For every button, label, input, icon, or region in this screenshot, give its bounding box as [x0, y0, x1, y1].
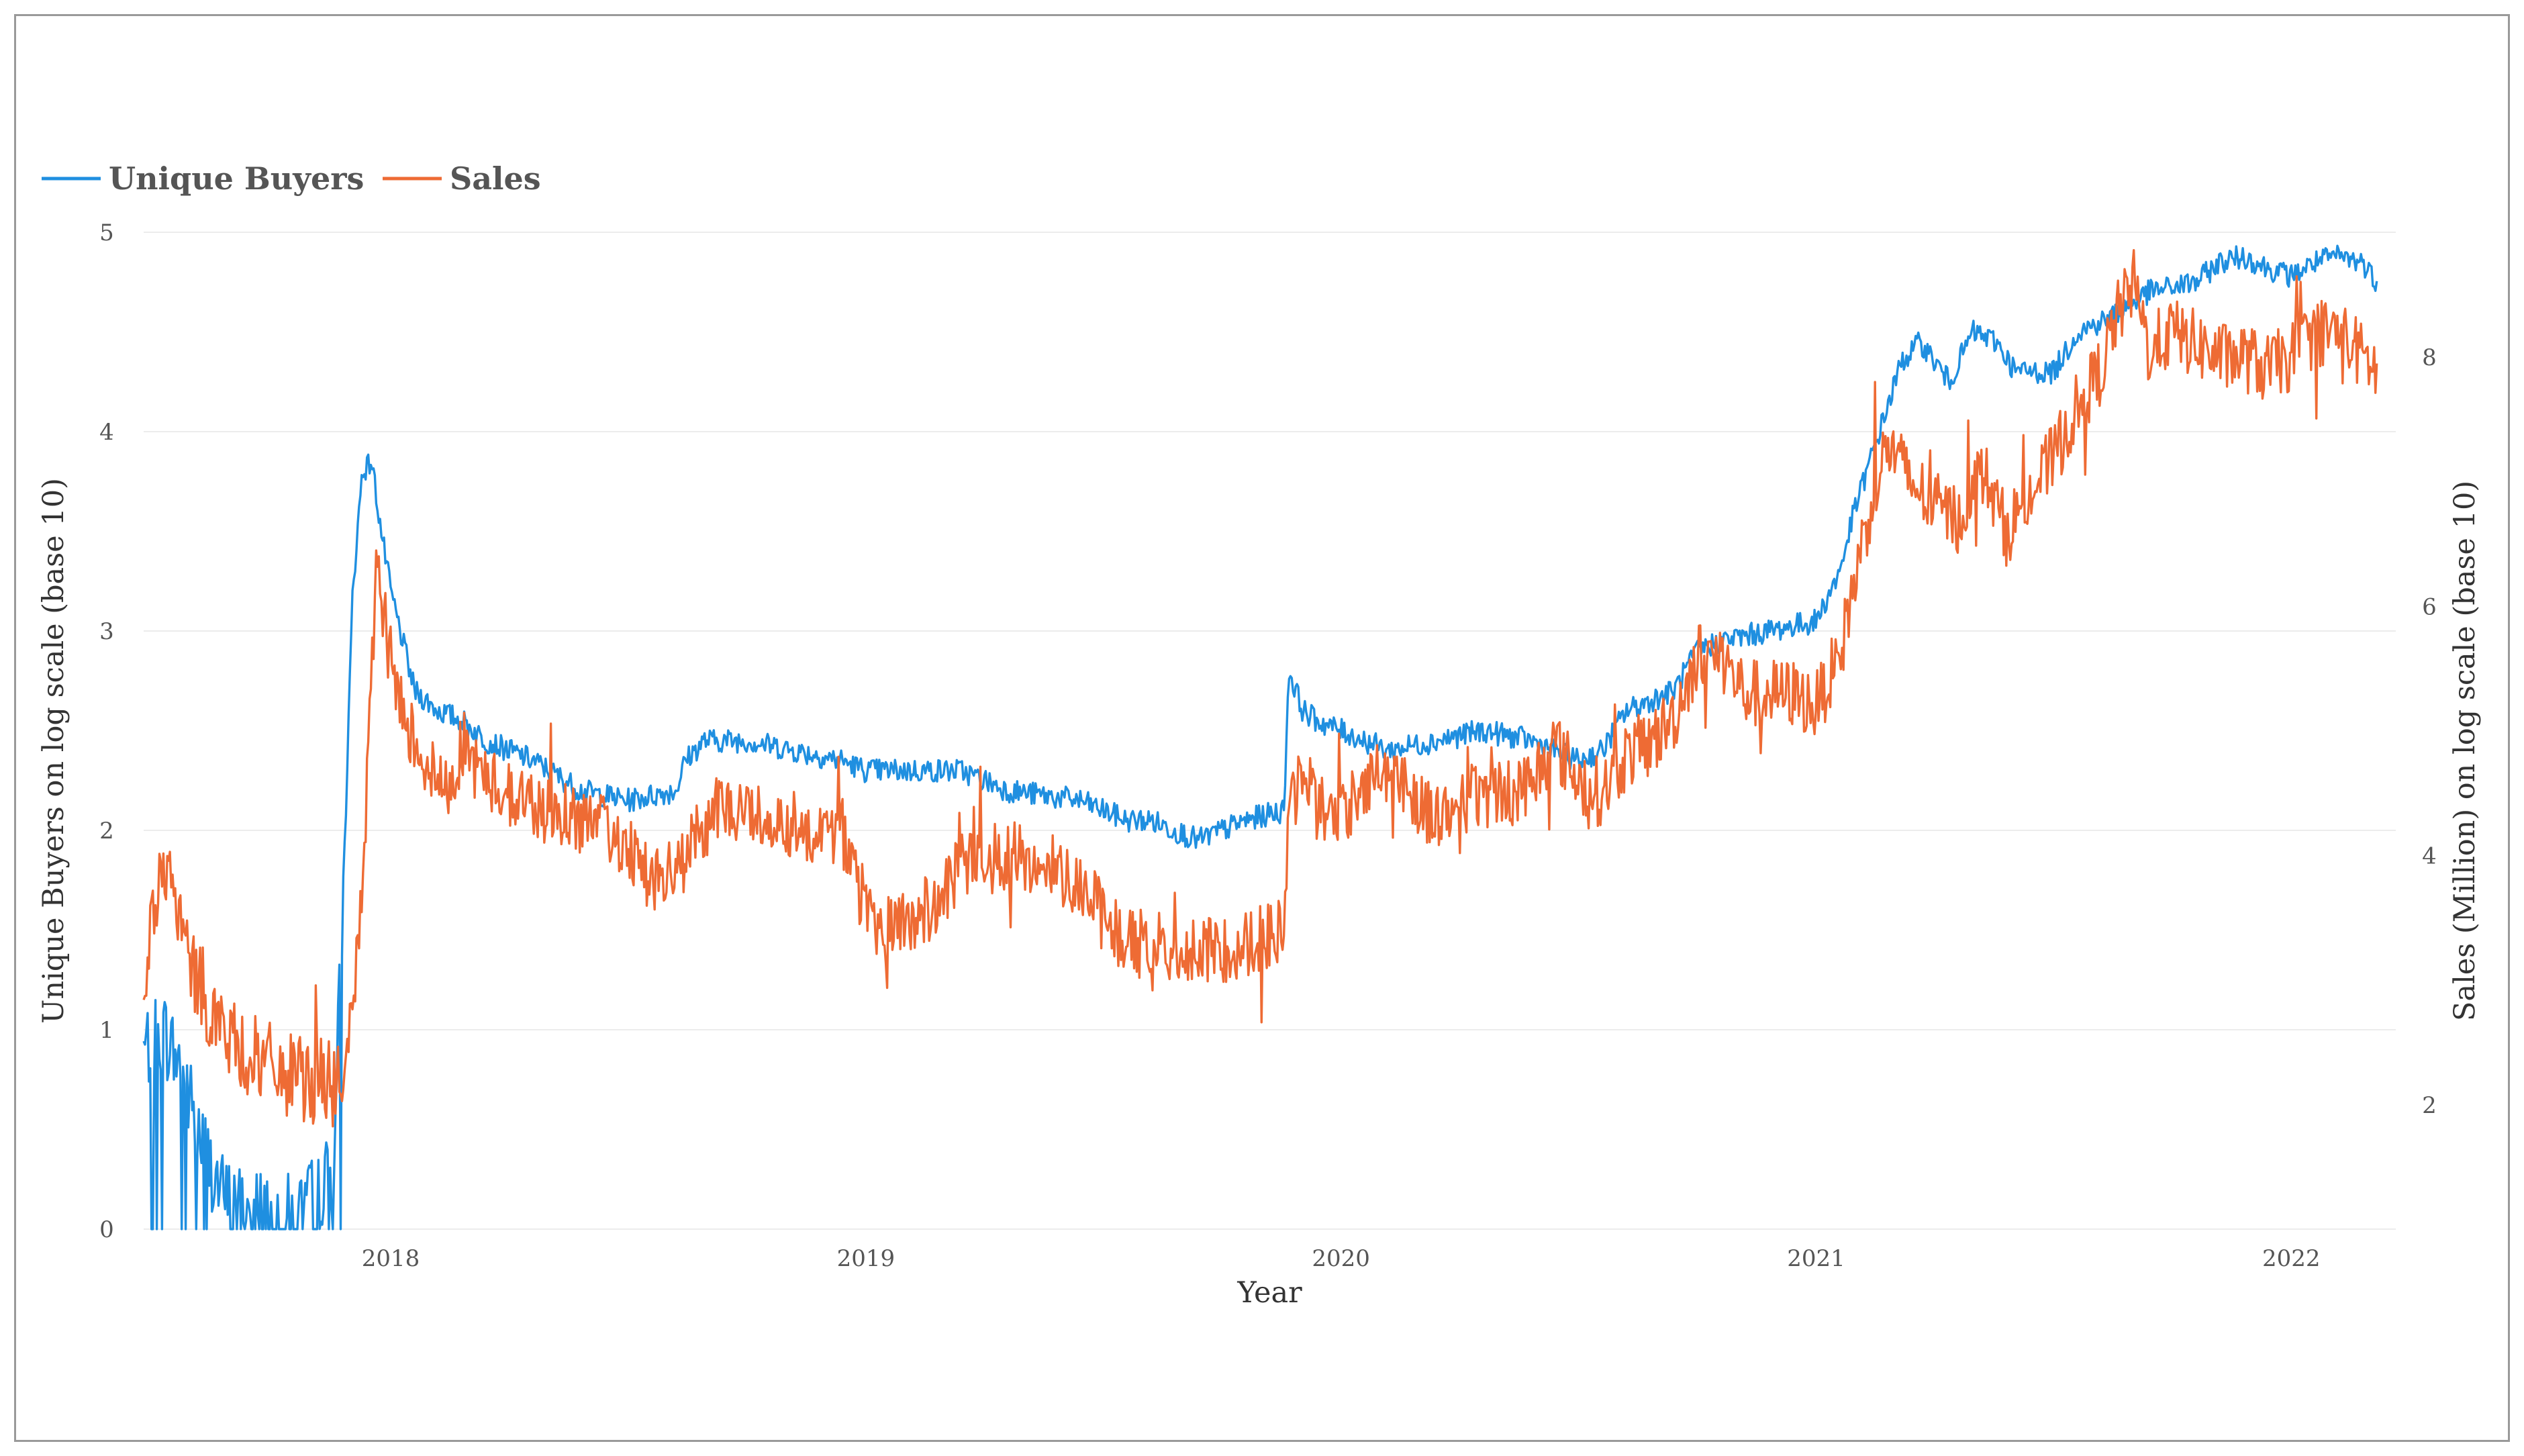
- x-tick-0: 2018: [362, 1245, 420, 1272]
- x-tick-labels: 2018 2019 2020 2021 2022: [362, 1245, 2321, 1272]
- right-y-axis-title: Sales (Million) on log scale (base 10): [2448, 481, 2482, 1021]
- left-y-tick-3: 3: [99, 618, 114, 645]
- right-y-tick-3: 8: [2422, 344, 2437, 371]
- legend-label-0: Unique Buyers: [109, 160, 364, 197]
- right-y-tick-0: 2: [2422, 1092, 2437, 1119]
- series-lines: [142, 244, 2378, 1230]
- left-y-tick-2: 2: [99, 818, 114, 844]
- left-y-tick-4: 4: [99, 419, 114, 446]
- series-line-sales: [142, 249, 2378, 1128]
- legend: Unique Buyers Sales: [42, 160, 541, 197]
- right-y-tick-1: 4: [2422, 843, 2437, 870]
- x-tick-4: 2022: [2262, 1245, 2321, 1272]
- left-y-tick-0: 0: [99, 1216, 114, 1243]
- x-tick-1: 2019: [837, 1245, 895, 1272]
- x-axis-title: Year: [1236, 1276, 1302, 1310]
- x-tick-3: 2021: [1787, 1245, 1845, 1272]
- gridlines: [144, 232, 2396, 1230]
- left-y-axis-title: Unique Buyers on log scale (base 10): [37, 478, 70, 1024]
- left-y-tick-1: 1: [99, 1017, 114, 1044]
- right-y-tick-labels: 2 4 6 8: [2422, 344, 2437, 1119]
- left-y-tick-5: 5: [99, 220, 114, 246]
- right-y-tick-2: 6: [2422, 593, 2437, 620]
- chart-frame: 0 1 2 3 4 5 2 4 6 8 2018 2019 2020 2021 2022 Unique …: [14, 14, 2510, 1442]
- x-tick-2: 2020: [1312, 1245, 1370, 1272]
- line-chart: 0 1 2 3 4 5 2 4 6 8 2018 2019 2020 2021 2022 Unique …: [37, 160, 2482, 1310]
- left-y-tick-labels: 0 1 2 3 4 5: [99, 220, 114, 1243]
- legend-label-1: Sales: [450, 160, 541, 197]
- series-line-unique-buyers: [142, 244, 2378, 1230]
